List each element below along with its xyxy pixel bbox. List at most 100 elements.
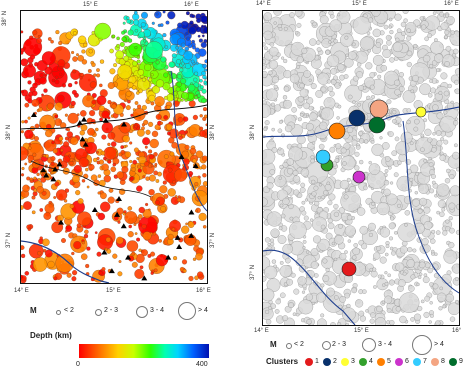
left-event	[180, 78, 187, 85]
left-event	[86, 246, 91, 251]
right-magnitude-lt2-symbol	[286, 343, 292, 349]
right-event	[436, 68, 440, 73]
right-event	[325, 49, 331, 55]
right-event	[402, 90, 416, 103]
left-event	[36, 186, 44, 194]
right-event	[283, 86, 290, 92]
left-event	[23, 64, 36, 78]
right-event	[436, 210, 440, 215]
right-event	[314, 201, 320, 207]
right-event	[323, 190, 329, 196]
left-event	[104, 247, 108, 251]
left-event	[113, 63, 118, 68]
depth-max-label: 400	[196, 361, 208, 368]
left-event	[77, 55, 84, 62]
left-event	[195, 26, 202, 33]
left-event	[155, 254, 168, 267]
left-event	[60, 148, 64, 152]
right-event	[265, 319, 272, 325]
right-event	[390, 216, 395, 221]
left-right-tick-38n: 38° N	[210, 124, 216, 140]
left-event	[37, 34, 41, 38]
cluster-6-marker	[352, 170, 366, 184]
left-event	[177, 74, 182, 80]
left-event	[137, 168, 142, 173]
left-event	[71, 276, 77, 282]
left-event	[54, 114, 59, 119]
left-event	[136, 237, 141, 242]
left-event	[195, 209, 198, 213]
left-event	[192, 45, 197, 50]
left-event	[137, 104, 142, 109]
right-event	[409, 164, 419, 174]
left-event	[53, 196, 57, 199]
left-event	[24, 129, 34, 139]
right-event	[384, 169, 389, 173]
left-event	[162, 180, 167, 185]
right-event	[310, 158, 315, 164]
depth-map	[20, 10, 208, 284]
right-event	[436, 292, 447, 302]
right-event	[310, 155, 315, 160]
left-event	[79, 130, 85, 136]
right-event	[413, 43, 418, 49]
left-event	[89, 110, 96, 117]
left-event	[54, 79, 60, 85]
right-event	[412, 248, 417, 253]
right-event	[300, 168, 310, 177]
right-event	[289, 221, 307, 239]
left-event	[184, 63, 191, 70]
right-event	[310, 261, 319, 269]
right-event	[446, 16, 455, 25]
cluster-map-canvas	[263, 11, 459, 325]
left-event	[144, 145, 148, 149]
left-event	[187, 84, 196, 92]
right-magnitude-2-3-symbol	[322, 341, 331, 350]
left-station-marker	[108, 268, 115, 274]
left-event	[198, 48, 207, 57]
right-event	[338, 207, 346, 214]
left-event	[142, 231, 152, 241]
left-event	[157, 171, 162, 177]
left-event	[142, 137, 151, 146]
left-event	[201, 70, 207, 76]
left-event	[98, 159, 105, 165]
right-event	[368, 163, 381, 175]
right-magnitude-3-4-symbol	[362, 338, 376, 352]
right-event	[389, 236, 393, 241]
left-event	[141, 77, 146, 82]
left-event	[73, 241, 82, 250]
left-event	[109, 68, 116, 75]
left-event	[79, 75, 83, 80]
left-y-tick-38n: 38° N	[6, 124, 12, 140]
right-event	[379, 136, 383, 140]
right-event	[386, 308, 392, 313]
right-event	[302, 240, 307, 244]
right-event	[264, 237, 271, 243]
cluster-2-legend-label: 2	[333, 358, 337, 365]
right-event	[434, 38, 438, 42]
left-event	[100, 201, 111, 212]
right-event	[371, 143, 384, 156]
right-event	[295, 258, 304, 267]
right-event	[319, 106, 324, 110]
right-event	[423, 311, 430, 318]
left-event	[131, 261, 138, 268]
left-event	[165, 20, 170, 25]
left-event-layer	[21, 11, 207, 283]
left-event	[134, 124, 139, 129]
right-event	[384, 295, 393, 304]
left-event	[142, 175, 146, 179]
left-event	[42, 238, 50, 247]
cluster-9-legend-dot	[449, 358, 457, 366]
left-event	[202, 107, 207, 112]
left-event	[93, 157, 98, 163]
left-event	[138, 206, 145, 214]
right-event	[368, 17, 374, 23]
left-event	[140, 22, 146, 28]
right-event	[384, 252, 389, 257]
left-event	[54, 102, 63, 111]
right-event	[396, 175, 413, 192]
left-event	[21, 274, 24, 279]
right-event	[455, 229, 459, 235]
